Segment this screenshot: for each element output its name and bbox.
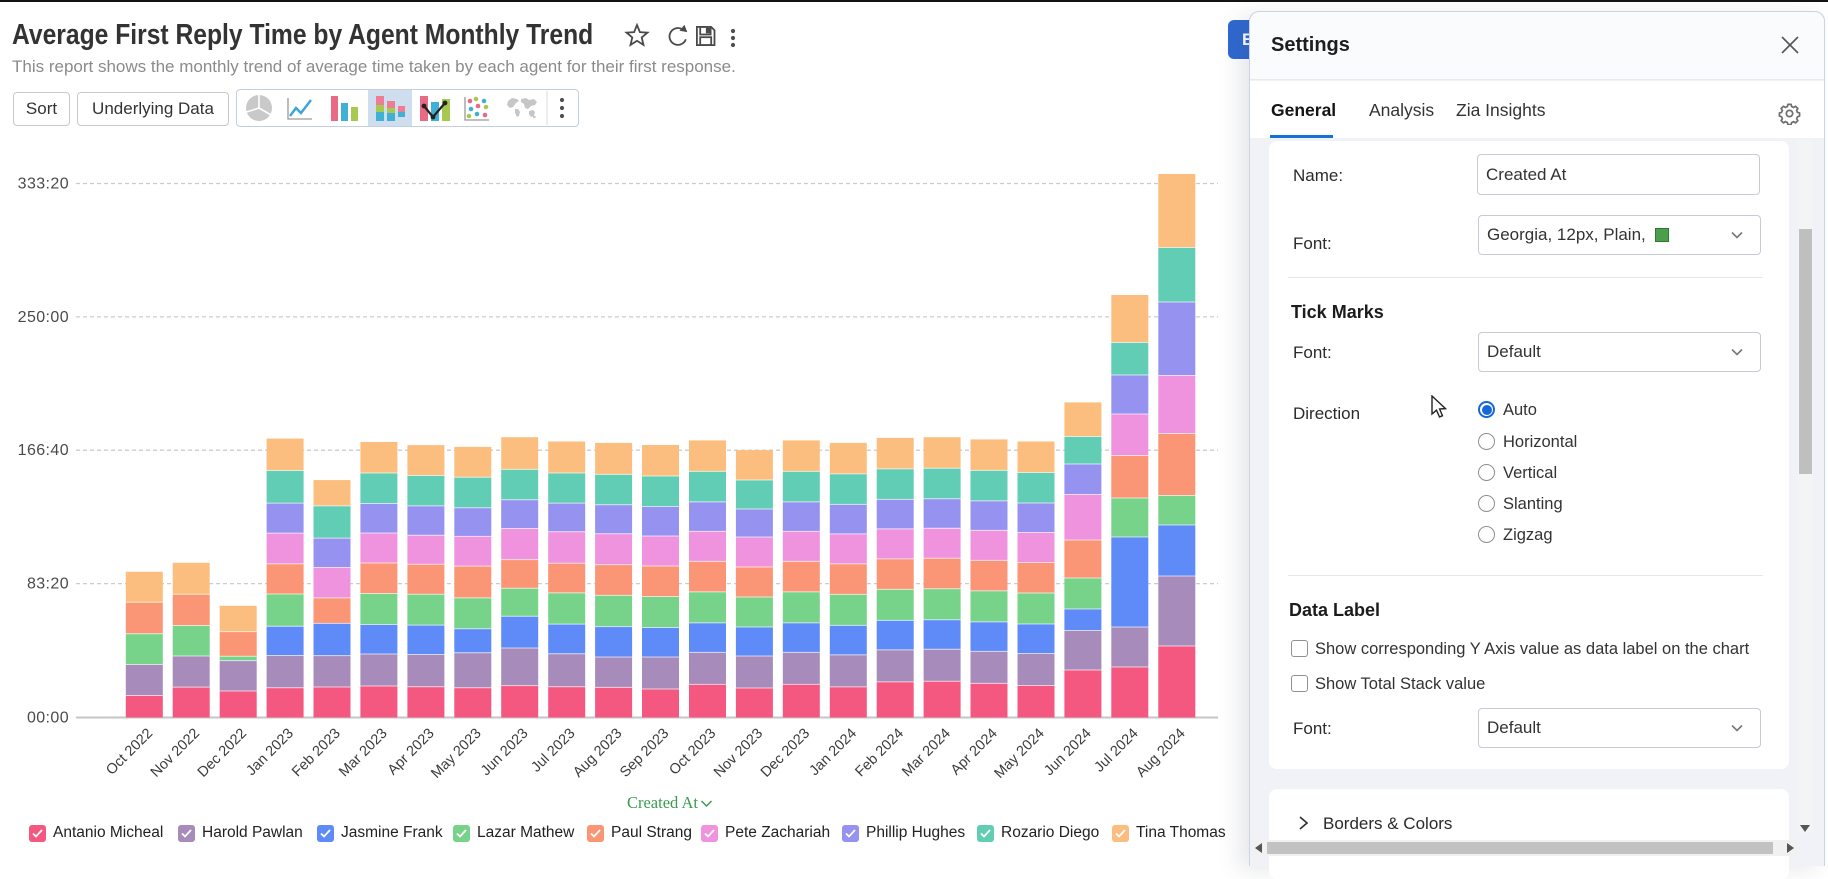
svg-text:Mar 2023: Mar 2023 xyxy=(336,726,391,781)
svg-text:Mar 2024: Mar 2024 xyxy=(899,726,954,781)
svg-text:Dec 2023: Dec 2023 xyxy=(758,726,813,781)
svg-text:333:20: 333:20 xyxy=(18,176,69,193)
svg-text:Feb 2023: Feb 2023 xyxy=(289,726,344,781)
svg-text:166:40: 166:40 xyxy=(18,442,69,459)
svg-text:Jan 2024: Jan 2024 xyxy=(807,726,861,780)
svg-text:Sep 2023: Sep 2023 xyxy=(617,726,672,781)
svg-text:Nov 2022: Nov 2022 xyxy=(148,726,203,781)
svg-text:May 2024: May 2024 xyxy=(991,726,1047,782)
svg-text:Feb 2024: Feb 2024 xyxy=(852,726,907,781)
svg-text:Aug 2023: Aug 2023 xyxy=(570,726,625,781)
svg-text:Jun 2024: Jun 2024 xyxy=(1041,726,1095,780)
svg-text:Aug 2024: Aug 2024 xyxy=(1133,726,1188,781)
svg-text:Jun 2023: Jun 2023 xyxy=(478,726,532,780)
svg-text:00:00: 00:00 xyxy=(27,710,69,727)
svg-text:Jan 2023: Jan 2023 xyxy=(243,726,297,780)
svg-text:Dec 2022: Dec 2022 xyxy=(195,726,250,781)
svg-text:250:00: 250:00 xyxy=(18,309,69,326)
svg-text:Nov 2023: Nov 2023 xyxy=(711,726,766,781)
svg-text:83:20: 83:20 xyxy=(27,576,69,593)
svg-text:May 2023: May 2023 xyxy=(428,726,484,782)
